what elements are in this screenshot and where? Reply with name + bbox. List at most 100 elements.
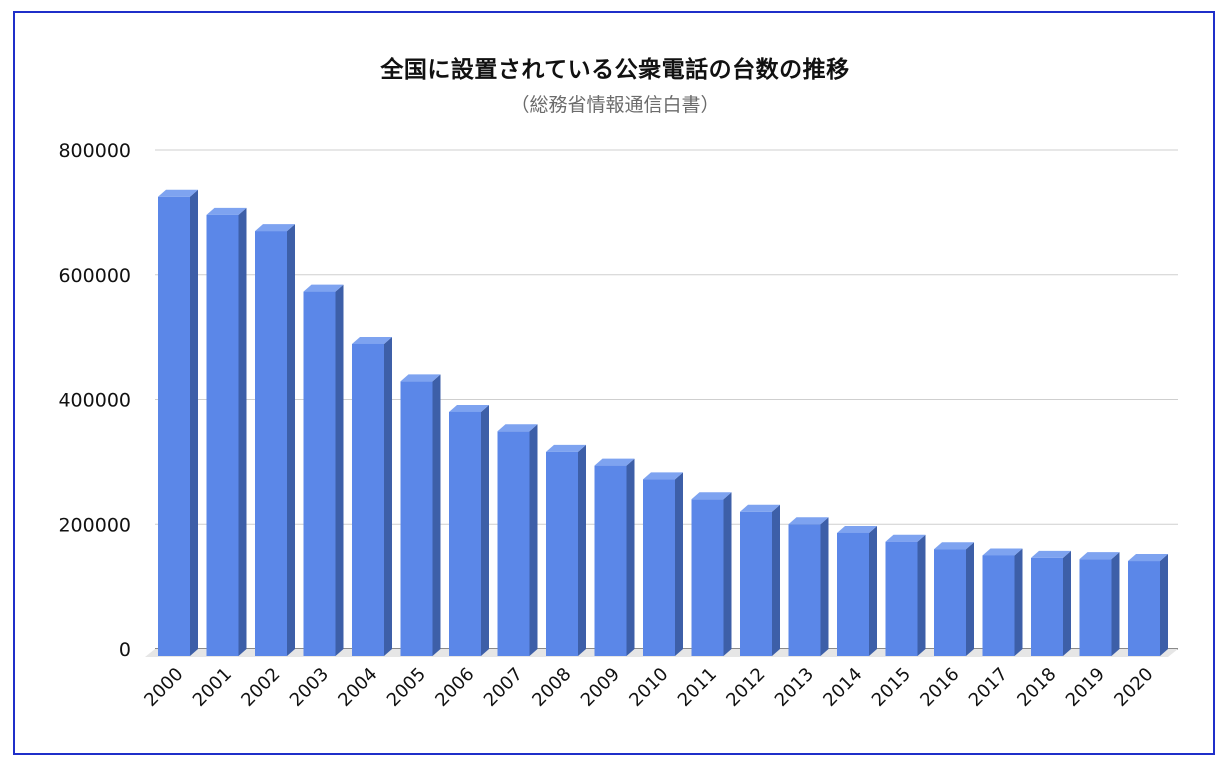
bar-top: [206, 207, 247, 215]
bar-top: [885, 534, 926, 542]
bar-top: [303, 284, 344, 292]
x-tick-label: 2019: [1062, 664, 1109, 711]
y-tick-label: 800000: [58, 140, 131, 162]
bar: [497, 424, 538, 656]
x-tick-label: 2020: [1110, 664, 1157, 711]
bar-side: [481, 404, 489, 656]
x-tick-label: 2004: [334, 664, 381, 711]
y-axis-ticks: 0 200000 400000 600000 800000: [58, 140, 131, 661]
bar: [206, 207, 247, 656]
bar-top: [158, 189, 198, 197]
x-tick-label: 2015: [868, 664, 915, 711]
bar-side: [1014, 548, 1023, 656]
x-tick-label: 2007: [480, 664, 527, 711]
bar-top: [594, 458, 635, 466]
bar-top: [643, 472, 683, 480]
chart-title: 全国に設置されている公衆電話の台数の推移: [380, 57, 850, 83]
bar: [1128, 554, 1168, 656]
bar-front: [497, 431, 530, 656]
bar-side: [1063, 550, 1071, 656]
bar-top: [740, 504, 780, 512]
bar-top: [255, 224, 295, 232]
bar-side: [869, 525, 877, 656]
bar-front: [400, 381, 433, 656]
bar-front: [982, 555, 1015, 656]
x-tick-label: 2014: [819, 664, 866, 711]
bar: [982, 548, 1023, 656]
bar-top: [691, 492, 732, 500]
bar: [837, 525, 877, 656]
bar-top: [934, 542, 974, 550]
x-tick-label: 2018: [1013, 664, 1060, 711]
bar-front: [206, 214, 239, 656]
bar: [400, 374, 441, 656]
bar: [352, 336, 392, 656]
bar-front: [158, 196, 190, 656]
bars: [158, 189, 1168, 656]
bar-side: [578, 444, 586, 656]
bar-side: [820, 517, 829, 656]
x-tick-label: 2002: [237, 664, 284, 711]
bar: [740, 504, 780, 656]
bar-front: [546, 451, 578, 656]
bar-front: [449, 411, 481, 656]
bar-side: [384, 336, 392, 656]
bar-front: [934, 549, 966, 656]
bar: [255, 224, 295, 656]
bar: [788, 517, 829, 656]
bar-side: [723, 492, 732, 656]
y-tick-label: 400000: [58, 390, 131, 412]
x-tick-label: 2005: [383, 664, 430, 711]
bar-top: [788, 517, 829, 525]
bar: [449, 404, 489, 656]
bar-top: [1128, 554, 1168, 562]
bar-front: [1128, 561, 1160, 656]
bar-front: [352, 343, 384, 656]
bar-front: [691, 499, 724, 656]
bar-side: [917, 534, 926, 656]
x-tick-label: 2011: [674, 664, 721, 711]
bar-front: [643, 479, 675, 656]
bar: [158, 189, 198, 656]
x-tick-label: 2001: [189, 664, 236, 711]
bar-side: [432, 374, 441, 656]
bar-front: [740, 511, 772, 656]
bar-top: [352, 336, 392, 344]
x-tick-label: 2000: [140, 664, 187, 711]
bar-side: [675, 472, 683, 656]
bar-side: [335, 284, 344, 656]
x-tick-label: 2010: [625, 664, 672, 711]
bar: [303, 284, 344, 656]
bar-front: [303, 291, 336, 656]
bar: [594, 458, 635, 656]
x-tick-label: 2003: [286, 664, 333, 711]
bar-side: [626, 458, 635, 656]
x-tick-label: 2016: [916, 664, 963, 711]
bar-front: [1079, 559, 1112, 656]
bar-side: [1111, 552, 1120, 656]
bar-side: [529, 424, 538, 656]
y-tick-label: 0: [119, 639, 131, 661]
x-tick-label: 2008: [528, 664, 575, 711]
bar-top: [546, 444, 586, 452]
x-tick-label: 2006: [431, 664, 478, 711]
bar-front: [1031, 557, 1063, 656]
bar-front: [885, 541, 918, 656]
bar-top: [400, 374, 441, 382]
y-tick-label: 200000: [58, 514, 131, 536]
bar-top: [1079, 552, 1120, 560]
x-axis-ticks: 2000 2001 2002 2003 2004 2005 2006 2007 2008 2009…: [140, 664, 1157, 711]
bar: [934, 542, 974, 656]
bar-top: [837, 525, 877, 533]
bar-side: [238, 207, 247, 656]
x-tick-label: 2013: [771, 664, 818, 711]
bar: [1031, 550, 1071, 656]
bar-top: [1031, 550, 1071, 558]
bar-side: [287, 224, 295, 656]
bar-side: [966, 542, 974, 656]
bar: [885, 534, 926, 656]
x-tick-label: 2012: [722, 664, 769, 711]
bar-front: [837, 532, 869, 656]
bar-top: [982, 548, 1023, 556]
